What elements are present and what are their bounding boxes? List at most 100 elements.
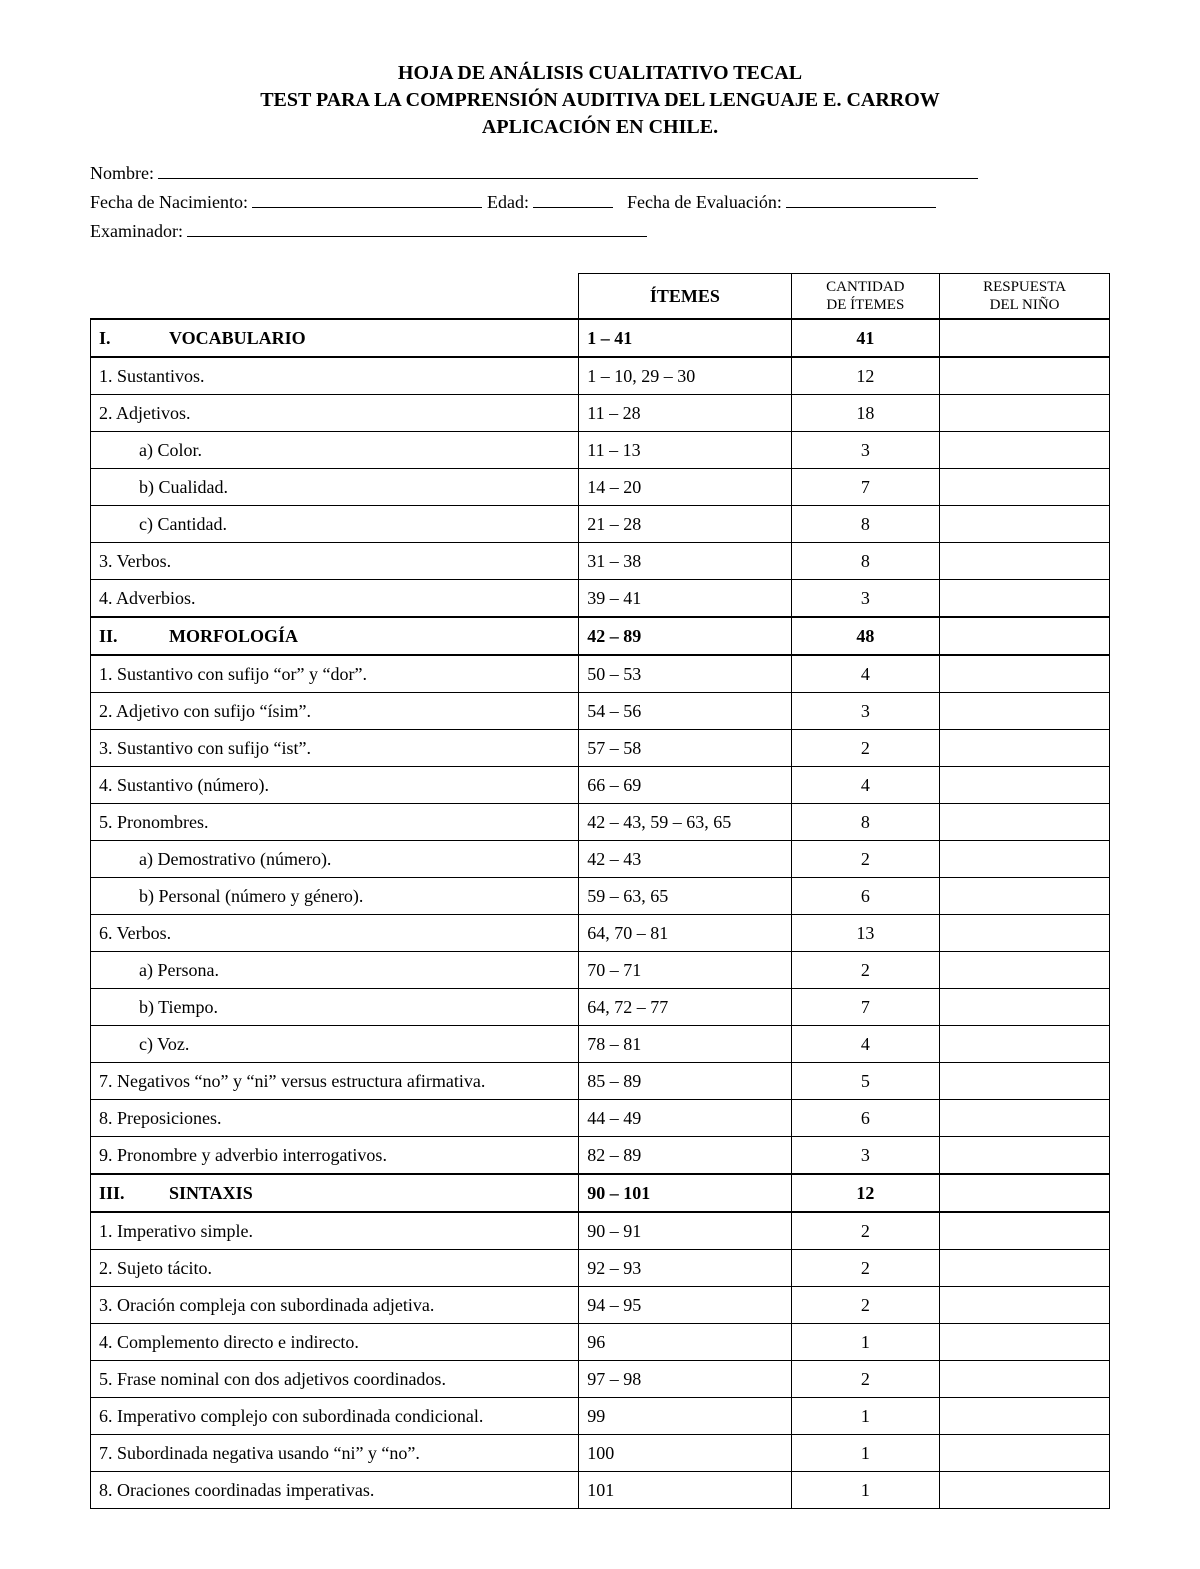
items-cell: 96 (579, 1324, 791, 1361)
response-cell[interactable] (940, 1435, 1110, 1472)
fecha-eval-field[interactable] (786, 189, 936, 208)
qty-cell: 1 (791, 1435, 940, 1472)
qty-cell: 7 (791, 989, 940, 1026)
category-cell: a) Persona. (91, 952, 579, 989)
category-cell: II.MORFOLOGÍA (91, 617, 579, 655)
table-row: b) Tiempo.64, 72 – 777 (91, 989, 1110, 1026)
category-cell: 6. Verbos. (91, 915, 579, 952)
table-row: 3. Verbos.31 – 388 (91, 543, 1110, 580)
items-cell: 11 – 28 (579, 395, 791, 432)
response-cell[interactable] (940, 469, 1110, 506)
category-cell: 2. Sujeto tácito. (91, 1250, 579, 1287)
response-cell[interactable] (940, 1137, 1110, 1175)
response-cell[interactable] (940, 1212, 1110, 1250)
response-cell[interactable] (940, 1287, 1110, 1324)
qty-cell: 2 (791, 952, 940, 989)
table-row: 4. Sustantivo (número).66 – 694 (91, 767, 1110, 804)
table-row: a) Color.11 – 133 (91, 432, 1110, 469)
qty-cell: 8 (791, 506, 940, 543)
response-cell[interactable] (940, 1398, 1110, 1435)
table-row: b) Personal (número y género).59 – 63, 6… (91, 878, 1110, 915)
items-cell: 94 – 95 (579, 1287, 791, 1324)
edad-label: Edad: (487, 192, 529, 212)
edad-field[interactable] (533, 189, 613, 208)
response-cell[interactable] (940, 543, 1110, 580)
nombre-field[interactable] (158, 160, 978, 179)
category-cell: III.SINTAXIS (91, 1174, 579, 1212)
items-cell: 54 – 56 (579, 693, 791, 730)
table-row: 4. Adverbios.39 – 413 (91, 580, 1110, 618)
qty-cell: 1 (791, 1324, 940, 1361)
items-cell: 59 – 63, 65 (579, 878, 791, 915)
response-cell[interactable] (940, 693, 1110, 730)
items-cell: 21 – 28 (579, 506, 791, 543)
form-fields: Nombre: Fecha de Nacimiento: Edad: Fecha… (90, 159, 1110, 245)
category-cell: 2. Adjetivos. (91, 395, 579, 432)
items-cell: 66 – 69 (579, 767, 791, 804)
response-cell[interactable] (940, 989, 1110, 1026)
examinador-field[interactable] (187, 218, 647, 237)
items-cell: 90 – 101 (579, 1174, 791, 1212)
response-cell[interactable] (940, 730, 1110, 767)
category-cell: b) Cualidad. (91, 469, 579, 506)
items-cell: 85 – 89 (579, 1063, 791, 1100)
category-cell: 7. Subordinada negativa usando “ni” y “n… (91, 1435, 579, 1472)
title-line-2: TEST PARA LA COMPRENSIÓN AUDITIVA DEL LE… (90, 87, 1110, 114)
category-cell: a) Demostrativo (número). (91, 841, 579, 878)
items-cell: 78 – 81 (579, 1026, 791, 1063)
items-cell: 11 – 13 (579, 432, 791, 469)
table-row: c) Voz.78 – 814 (91, 1026, 1110, 1063)
response-cell[interactable] (940, 878, 1110, 915)
response-cell[interactable] (940, 1324, 1110, 1361)
nombre-label: Nombre: (90, 163, 154, 183)
response-cell[interactable] (940, 319, 1110, 357)
title-line-1: HOJA DE ANÁLISIS CUALITATIVO TECAL (90, 60, 1110, 87)
items-cell: 42 – 89 (579, 617, 791, 655)
header-blank (91, 274, 579, 320)
items-cell: 70 – 71 (579, 952, 791, 989)
items-cell: 57 – 58 (579, 730, 791, 767)
response-cell[interactable] (940, 952, 1110, 989)
response-cell[interactable] (940, 767, 1110, 804)
response-cell[interactable] (940, 1174, 1110, 1212)
response-cell[interactable] (940, 804, 1110, 841)
response-cell[interactable] (940, 357, 1110, 395)
table-row: 1. Imperativo simple.90 – 912 (91, 1212, 1110, 1250)
items-cell: 1 – 41 (579, 319, 791, 357)
response-cell[interactable] (940, 432, 1110, 469)
qty-cell: 3 (791, 1137, 940, 1175)
items-cell: 90 – 91 (579, 1212, 791, 1250)
items-cell: 92 – 93 (579, 1250, 791, 1287)
items-cell: 50 – 53 (579, 655, 791, 693)
table-row: 5. Frase nominal con dos adjetivos coord… (91, 1361, 1110, 1398)
category-cell: 1. Sustantivos. (91, 357, 579, 395)
fecha-nac-field[interactable] (252, 189, 482, 208)
qty-cell: 2 (791, 1212, 940, 1250)
response-cell[interactable] (940, 1026, 1110, 1063)
table-row: 3. Oración compleja con subordinada adje… (91, 1287, 1110, 1324)
table-row: 7. Negativos “no” y “ni” versus estructu… (91, 1063, 1110, 1100)
qty-cell: 3 (791, 580, 940, 618)
response-cell[interactable] (940, 1063, 1110, 1100)
table-row: 8. Preposiciones.44 – 496 (91, 1100, 1110, 1137)
table-row: 9. Pronombre y adverbio interrogativos.8… (91, 1137, 1110, 1175)
qty-cell: 3 (791, 693, 940, 730)
qty-cell: 6 (791, 878, 940, 915)
response-cell[interactable] (940, 915, 1110, 952)
response-cell[interactable] (940, 580, 1110, 618)
response-cell[interactable] (940, 841, 1110, 878)
response-cell[interactable] (940, 1100, 1110, 1137)
response-cell[interactable] (940, 1250, 1110, 1287)
response-cell[interactable] (940, 655, 1110, 693)
qty-cell: 13 (791, 915, 940, 952)
response-cell[interactable] (940, 1472, 1110, 1509)
category-cell: 5. Frase nominal con dos adjetivos coord… (91, 1361, 579, 1398)
header-resp: RESPUESTADEL NIÑO (940, 274, 1110, 320)
response-cell[interactable] (940, 617, 1110, 655)
response-cell[interactable] (940, 1361, 1110, 1398)
category-cell: 4. Adverbios. (91, 580, 579, 618)
qty-cell: 8 (791, 804, 940, 841)
response-cell[interactable] (940, 395, 1110, 432)
response-cell[interactable] (940, 506, 1110, 543)
category-cell: 6. Imperativo complejo con subordinada c… (91, 1398, 579, 1435)
